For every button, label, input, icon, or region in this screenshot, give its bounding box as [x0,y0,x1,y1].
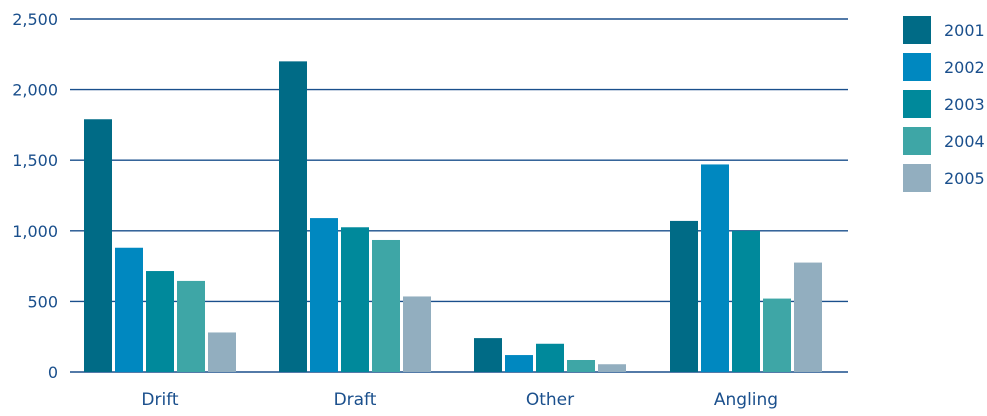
bar-angling-2003 [732,230,760,372]
bar-other-2004 [567,359,595,372]
x-axis-categories: Drift Draft Other Angling [141,390,778,410]
x-category-label: Drift [141,390,178,410]
x-category-label: Angling [714,390,778,410]
bar-other-2001 [474,338,502,372]
legend-swatch-2003 [903,90,931,118]
bar-other-2003 [536,343,564,372]
bar-draft-2004 [372,239,400,372]
legend-label: 2004 [944,132,985,151]
y-tick-label: 0 [48,363,58,382]
legend-label: 2001 [944,21,985,40]
bar-other-2002 [505,355,533,372]
legend-swatch-2001 [903,16,931,44]
bar-other-2005 [598,364,626,372]
bar-draft-2002 [310,218,338,372]
bar-draft-2003 [341,227,369,372]
legend-swatch-2005 [903,164,931,192]
bar-drift-2004 [177,280,205,372]
y-tick-label: 1,000 [12,222,58,241]
y-tick-label: 2,500 [12,10,58,29]
y-tick-label: 500 [27,292,58,311]
y-axis-ticks: 0 500 1,000 1,500 2,000 2,500 [12,10,58,382]
bars [84,61,822,373]
x-category-label: Draft [334,390,377,410]
bar-drift-2002 [115,247,143,372]
bar-draft-2001 [279,61,307,373]
bar-drift-2001 [84,119,112,372]
legend-swatch-2004 [903,127,931,155]
bar-angling-2002 [701,164,729,372]
legend: 2001 2002 2003 2004 2005 [903,16,985,192]
bar-angling-2001 [670,220,698,372]
bar-drift-2005 [208,332,236,372]
bar-draft-2005 [403,296,431,372]
y-tick-label: 2,000 [12,81,58,100]
bar-angling-2004 [763,298,791,372]
legend-swatch-2002 [903,53,931,81]
legend-label: 2003 [944,95,985,114]
bar-drift-2003 [146,271,174,372]
legend-label: 2005 [944,169,985,188]
bar-angling-2005 [794,262,822,372]
legend-label: 2002 [944,58,985,77]
y-tick-label: 1,500 [12,151,58,170]
x-category-label: Other [526,390,574,410]
